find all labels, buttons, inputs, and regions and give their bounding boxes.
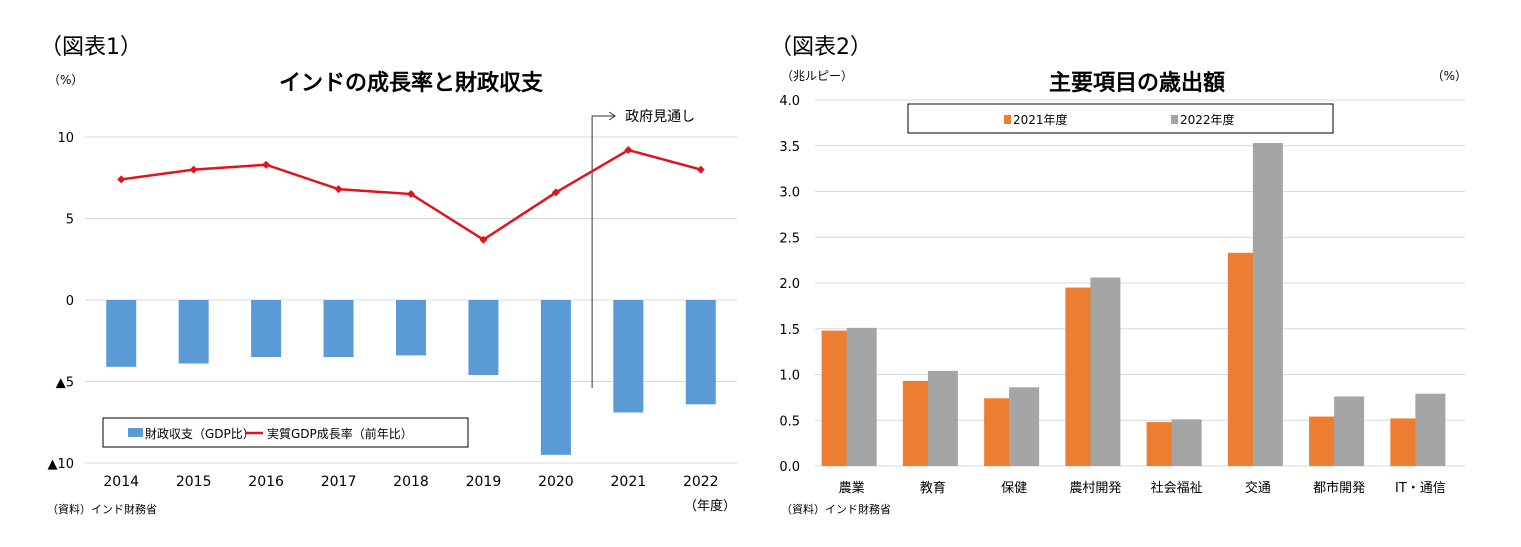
legend-label: 財政収支（GDP比） (145, 426, 255, 441)
legend-swatch (1171, 115, 1178, 124)
legend (907, 103, 1334, 134)
y-tick-label: 0.0 (779, 460, 800, 475)
y-tick-label: ▲5 (56, 376, 74, 391)
bar-fiscal-balance (540, 300, 571, 455)
bar-2022 (927, 370, 958, 466)
x-tick-label: IT・通信 (1395, 481, 1446, 496)
x-tick-label: 社会福祉 (1151, 480, 1203, 496)
chart-title: インドの成長率と財政収支 (279, 70, 544, 96)
y-tick-label: 0.5 (779, 414, 800, 429)
x-tick-label: 2021 (611, 474, 647, 490)
arrow-icon (608, 111, 617, 121)
line-marker (407, 190, 415, 199)
y-axis-unit-right: （%） (1432, 69, 1467, 83)
x-tick-label: 2015 (176, 474, 212, 490)
bar-2022 (1171, 419, 1202, 466)
bar-2022 (1090, 277, 1121, 466)
x-tick-label: 交通 (1245, 480, 1271, 496)
bar-2022 (1415, 393, 1446, 466)
legend (102, 417, 469, 448)
y-tick-label: 10 (57, 131, 74, 146)
legend-label: 実質GDP成長率（前年比） (267, 426, 413, 441)
y-tick-label: 3.5 (779, 140, 800, 155)
bar-fiscal-balance (178, 300, 209, 364)
bar-fiscal-balance (323, 300, 354, 358)
figure-label: （図表2） (770, 35, 872, 60)
x-tick-label: 2022 (683, 474, 719, 490)
bar-2022 (846, 327, 877, 466)
x-tick-label: 2016 (248, 474, 284, 490)
legend-label: 2021年度 (1013, 112, 1068, 127)
y-tick-label: 4.0 (779, 94, 800, 109)
legend-swatch-bar (128, 428, 143, 437)
bar-2022 (1334, 396, 1365, 466)
bar-fiscal-balance (685, 300, 716, 405)
bar-fiscal-balance (251, 300, 282, 358)
forecast-annotation: 政府見通し (625, 109, 695, 125)
line-marker (262, 160, 271, 169)
x-tick-label: 保健 (1001, 481, 1027, 496)
chart-title: 主要項目の歳出額 (1049, 70, 1225, 96)
figure-label: （図表1） (40, 35, 142, 60)
y-tick-label: 1.5 (779, 323, 800, 338)
y-tick-label: 1.0 (779, 369, 800, 384)
line-marker (551, 188, 560, 197)
x-tick-label: 2018 (393, 474, 429, 490)
x-tick-label: 農村開発 (1069, 481, 1121, 496)
bar-fiscal-balance (106, 300, 137, 367)
source-note: （資料）インド財務省 (781, 502, 891, 516)
y-tick-label: 3.0 (779, 186, 800, 201)
y-tick-label: 5 (66, 213, 74, 228)
y-axis-unit: （兆ルピー） (781, 69, 853, 83)
y-tick-label: 2.5 (779, 231, 800, 246)
x-tick-label: 2017 (321, 474, 357, 490)
line-marker (624, 146, 633, 155)
x-tick-label: 2020 (538, 474, 574, 490)
forecast-divider-line (591, 115, 615, 388)
x-tick-label: 農業 (839, 480, 865, 496)
y-tick-label: ▲10 (47, 457, 74, 472)
x-axis-unit: （年度） (684, 498, 736, 514)
legend-label: 2022年度 (1180, 112, 1235, 127)
x-tick-label: 都市開発 (1313, 480, 1365, 496)
y-tick-label: 0 (66, 294, 74, 309)
source-note: （資料）インド財務省 (47, 502, 157, 516)
line-marker (189, 165, 198, 174)
x-tick-label: 教育 (920, 480, 946, 496)
line-marker (479, 235, 488, 244)
x-tick-label: 2019 (466, 474, 502, 490)
bar-fiscal-balance (613, 300, 644, 413)
bar-2022 (1009, 387, 1040, 466)
x-tick-label: 2014 (103, 474, 139, 490)
bar-2022 (1252, 143, 1283, 466)
bar-fiscal-balance (468, 300, 499, 375)
line-marker (117, 175, 126, 184)
line-marker (696, 165, 705, 174)
y-axis-unit: （%） (48, 73, 83, 87)
line-marker (334, 185, 343, 194)
legend-swatch (1004, 115, 1011, 124)
y-tick-label: 2.0 (779, 277, 800, 292)
bar-fiscal-balance (396, 300, 426, 356)
